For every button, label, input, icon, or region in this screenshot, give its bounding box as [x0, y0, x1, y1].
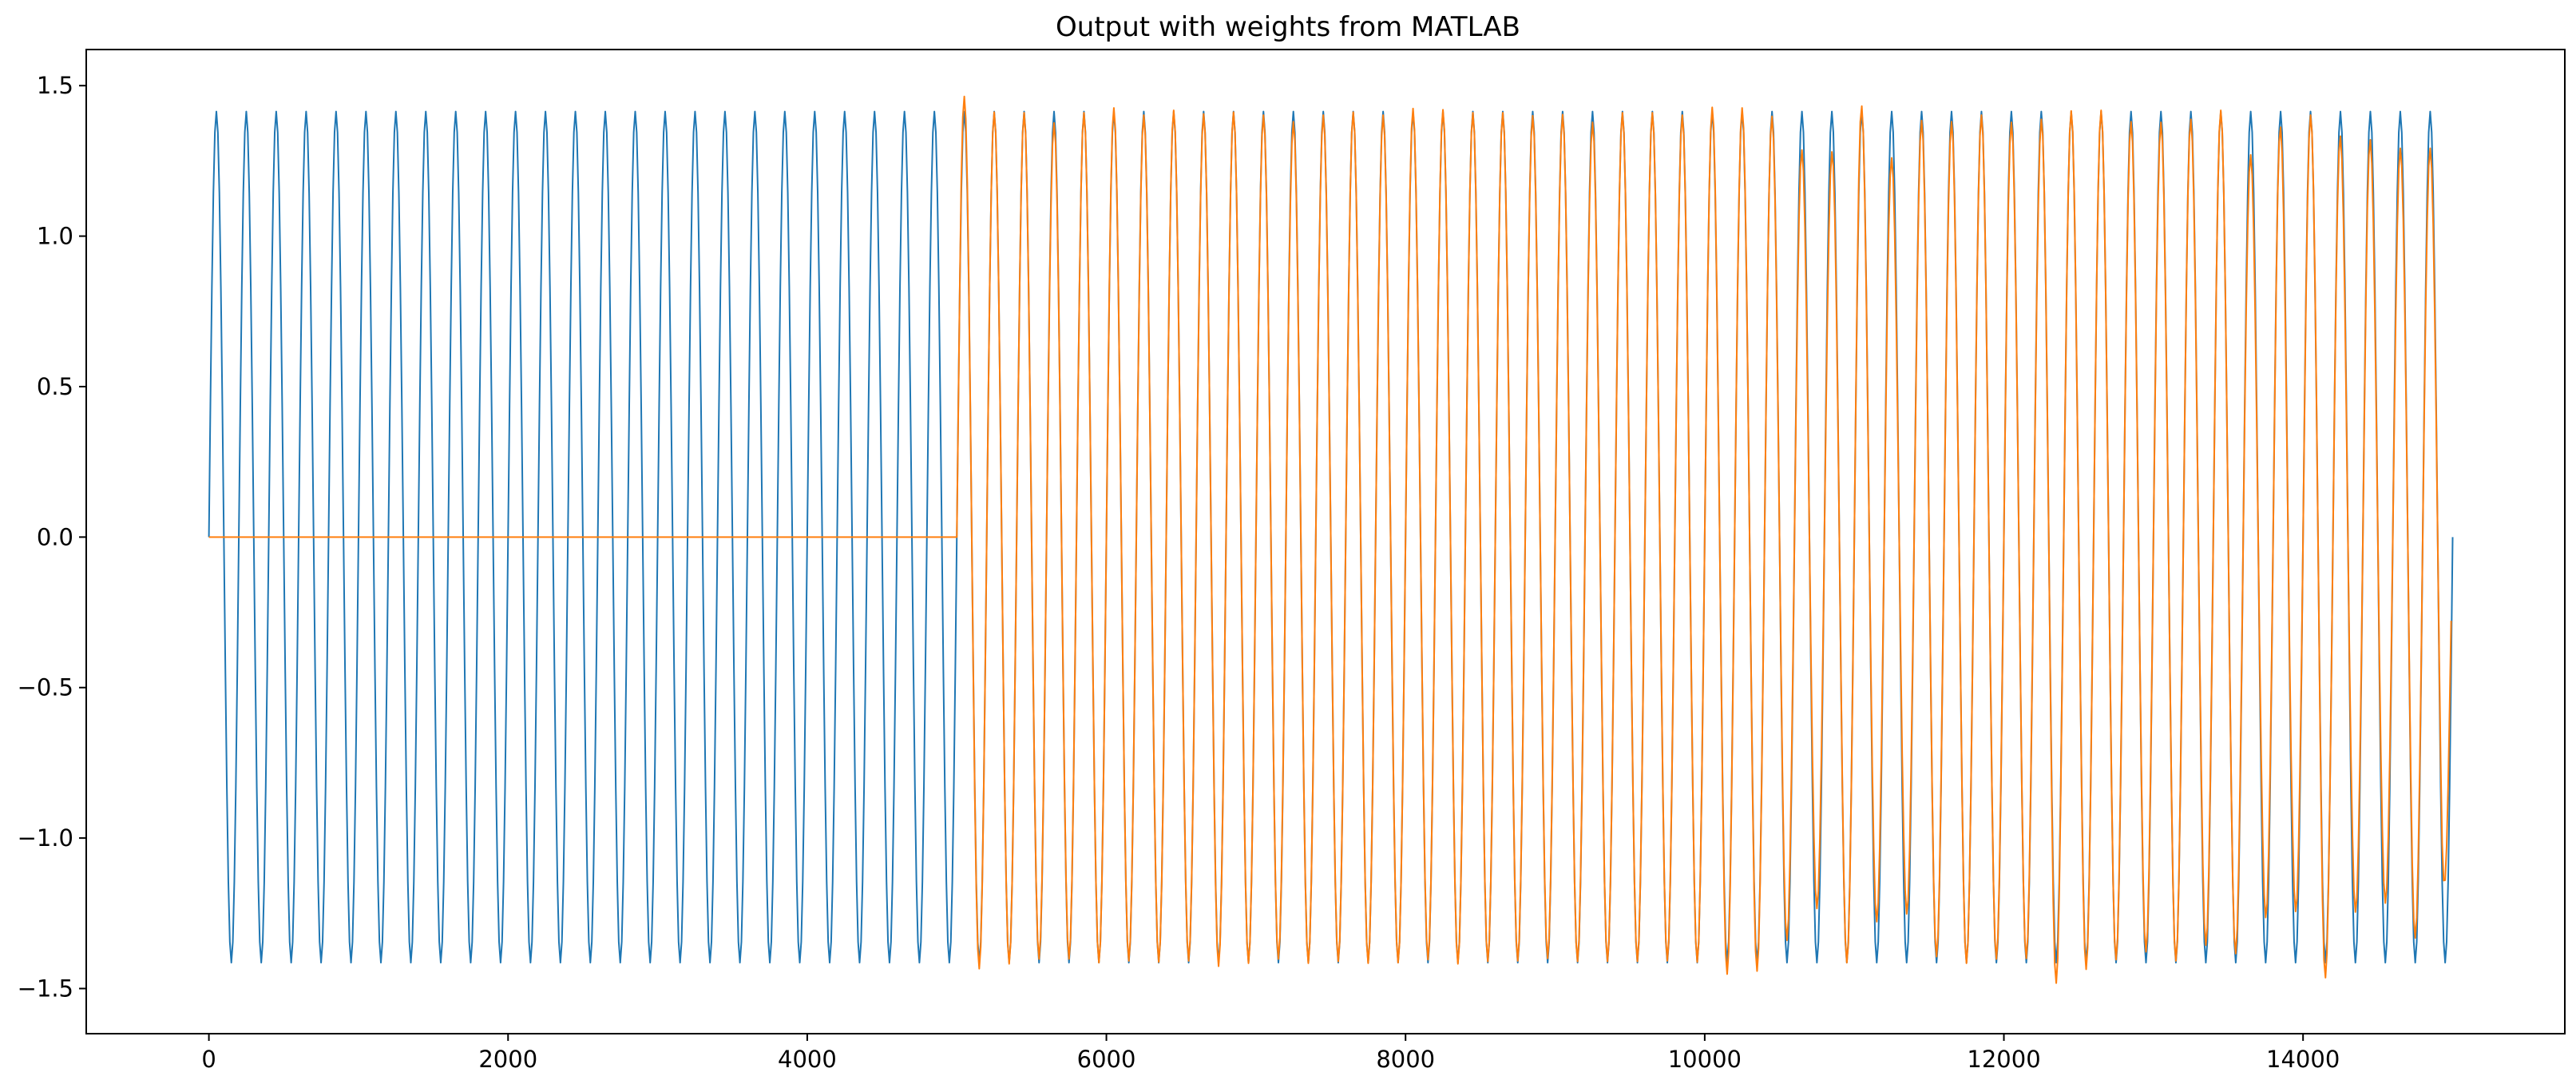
axes-frame	[85, 49, 2566, 1034]
chart-title: Output with weights from MATLAB	[1056, 11, 1520, 43]
x-tick-label: 12000	[1967, 1046, 2040, 1073]
x-tick-label: 6000	[1077, 1046, 1136, 1073]
y-tick-label: −1.0	[18, 824, 73, 852]
x-tick-label: 2000	[478, 1046, 537, 1073]
y-tick-label: 0.0	[37, 523, 73, 550]
x-tick-label: 10000	[1668, 1046, 1742, 1073]
y-tick-label: 1.5	[37, 72, 73, 99]
series-line-output	[208, 95, 2452, 984]
x-tick-label: 8000	[1376, 1046, 1435, 1073]
y-tick-label: 1.0	[37, 223, 73, 250]
y-axis: −1.5 −1.0 −0.5 0.0 0.5 1.0 1.5	[18, 72, 86, 1002]
plot-area	[208, 95, 2454, 984]
x-tick-label: 14000	[2266, 1046, 2340, 1073]
x-axis: 0 2000 4000 6000 8000 10000 12000 14000	[201, 1034, 2340, 1073]
x-tick-label: 4000	[778, 1046, 837, 1073]
y-tick-label: −1.5	[18, 975, 73, 1002]
y-tick-label: −0.5	[18, 674, 73, 701]
y-tick-label: 0.5	[37, 373, 73, 400]
x-tick-label: 0	[201, 1046, 216, 1073]
